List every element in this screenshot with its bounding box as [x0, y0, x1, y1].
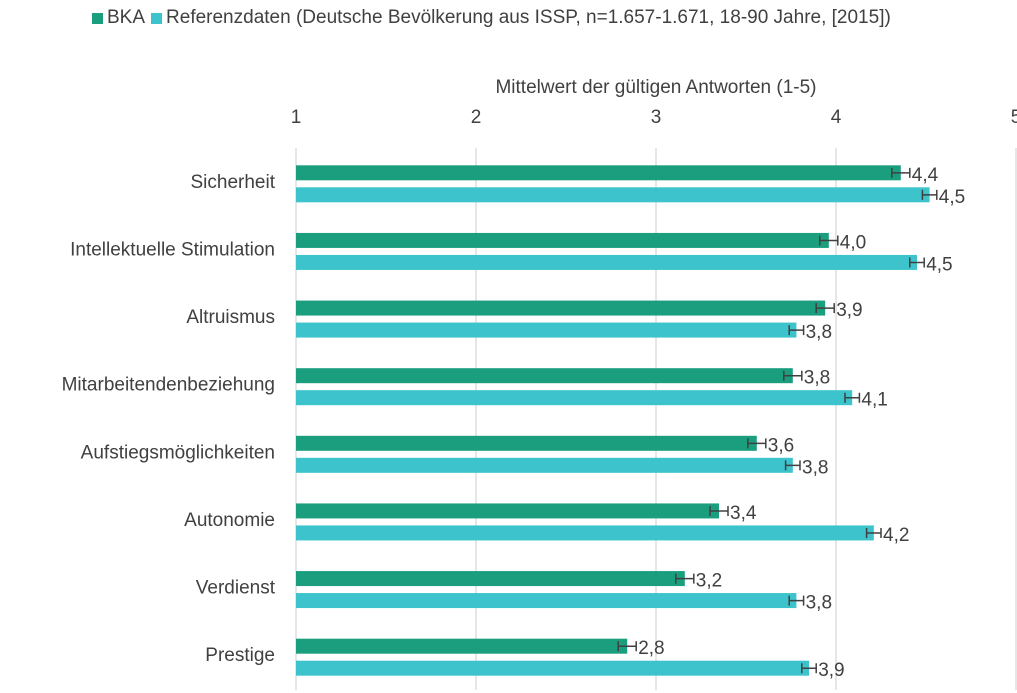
y-tick-label: Sicherheit — [191, 172, 276, 193]
error-bar — [788, 595, 805, 606]
y-tick-label: Mitarbeitendenbeziehung — [62, 375, 275, 396]
error-bar — [844, 392, 861, 403]
error-bar — [819, 235, 839, 246]
bar — [296, 525, 874, 541]
legend-item: Referenzdaten (Deutsche Bevölkerung aus … — [151, 6, 966, 30]
error-bar — [815, 303, 835, 314]
legend-swatch — [92, 13, 103, 24]
bar — [296, 435, 757, 451]
bar — [296, 322, 797, 338]
error-bar — [801, 663, 817, 674]
y-tick-label: Autonomie — [184, 510, 275, 531]
data-label: 4,1 — [861, 390, 887, 411]
x-tick-label: 3 — [651, 107, 662, 128]
data-label: 4,5 — [926, 254, 952, 275]
error-bar — [909, 257, 925, 268]
y-tick-label: Verdienst — [196, 578, 276, 599]
error-bar — [921, 189, 938, 200]
legend-swatch — [151, 13, 163, 24]
x-tick-label: 2 — [471, 107, 482, 128]
bar — [296, 165, 901, 181]
bar — [296, 390, 853, 406]
bar — [296, 300, 826, 316]
data-label: 3,9 — [836, 300, 862, 321]
data-label: 4,2 — [883, 525, 909, 546]
data-label: 3,8 — [806, 593, 832, 614]
y-tick-label: Altruismus — [186, 307, 275, 328]
x-tick-label: 5 — [1011, 107, 1017, 128]
legend-label: BKA — [107, 7, 146, 28]
data-label: 3,8 — [804, 368, 830, 389]
legend-item: BKA — [92, 6, 145, 30]
error-bar — [891, 167, 911, 178]
data-label: 4,0 — [840, 232, 866, 253]
data-label: 2,8 — [638, 638, 664, 659]
x-tick-label: 1 — [291, 107, 302, 128]
x-tick-label: 4 — [831, 107, 842, 128]
error-bar — [783, 370, 803, 381]
error-bar — [784, 460, 801, 471]
bar — [296, 571, 685, 587]
bar — [296, 368, 793, 384]
bar — [296, 254, 917, 270]
y-tick-label: Aufstiegsmöglichkeiten — [81, 442, 275, 463]
error-bar — [747, 438, 767, 449]
bar — [296, 660, 809, 676]
bar — [296, 232, 829, 248]
legend: BKA Referenzdaten (Deutsche Bevölkerung a… — [92, 6, 992, 30]
data-label: 3,2 — [696, 571, 722, 592]
data-label: 3,9 — [818, 660, 844, 681]
data-label: 3,8 — [806, 322, 832, 343]
data-label: 4,4 — [912, 165, 939, 186]
data-label: 3,4 — [730, 503, 757, 524]
bar — [296, 187, 930, 203]
data-label: 3,8 — [802, 457, 828, 478]
error-bar — [617, 641, 637, 652]
bar — [296, 638, 628, 654]
bar — [296, 503, 719, 519]
data-label: 3,6 — [768, 435, 794, 456]
legend-label: Referenzdaten (Deutsche Bevölkerung aus … — [166, 7, 891, 28]
error-bar — [865, 527, 882, 538]
data-label: 4,5 — [939, 187, 965, 208]
error-bar — [709, 505, 729, 516]
y-tick-label: Intellektuelle Stimulation — [70, 239, 275, 260]
bar — [296, 457, 793, 473]
y-tick-label: Prestige — [205, 645, 275, 666]
error-bar — [675, 573, 695, 584]
error-bar — [788, 325, 805, 336]
x-axis-title: Mittelwert der gültigen Antworten (1-5) — [495, 77, 816, 98]
bar — [296, 593, 797, 609]
